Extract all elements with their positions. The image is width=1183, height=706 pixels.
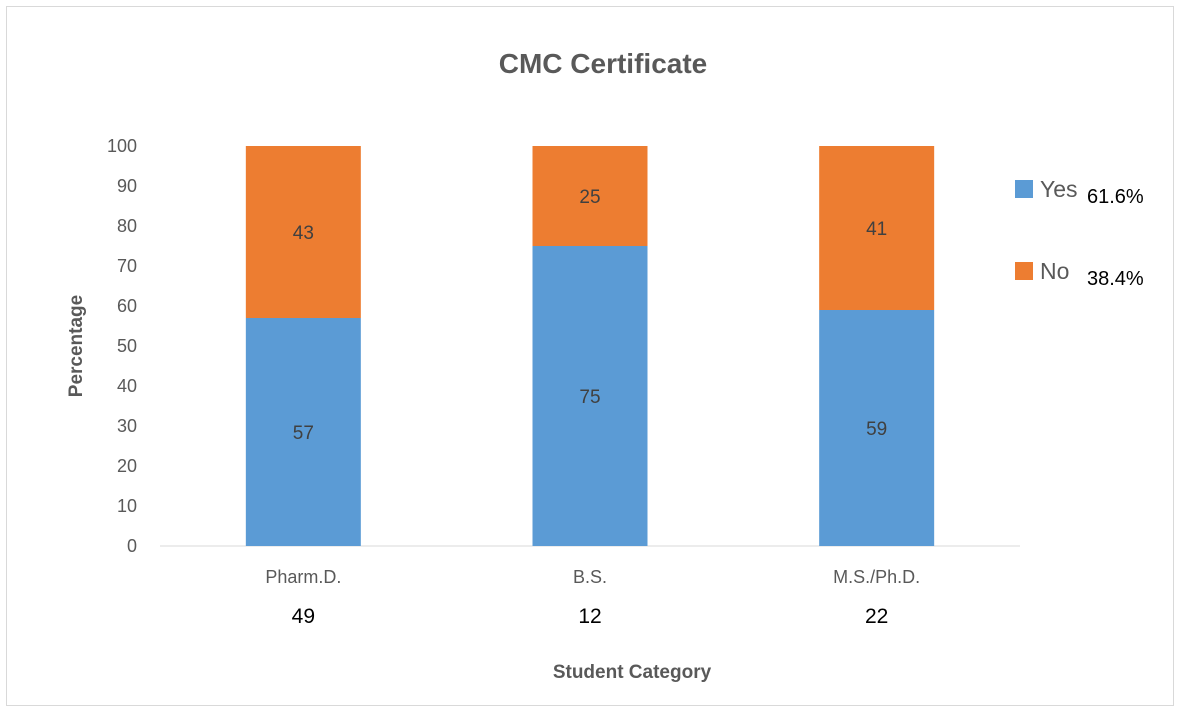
y-tick-label: 80 [117, 216, 137, 236]
bar-segment-yes [532, 246, 648, 546]
chart-title: CMC Certificate [499, 48, 707, 79]
bar-segment-no [532, 146, 648, 246]
bar-series-group: 57 43 75 25 59 41 [245, 146, 935, 546]
y-axis-ticks: 0 10 20 30 40 50 60 70 80 90 100 [107, 136, 137, 556]
legend-value: 61.6% [1087, 186, 1144, 208]
category-count-label: 22 [865, 605, 888, 628]
y-tick-label: 50 [117, 336, 137, 356]
data-label: 75 [579, 387, 600, 408]
x-tick-label: B.S. [573, 567, 607, 587]
y-tick-label: 20 [117, 456, 137, 476]
y-tick-label: 60 [117, 296, 137, 316]
y-tick-label: 40 [117, 376, 137, 396]
x-tick-label: Pharm.D. [265, 567, 341, 587]
legend: Yes 61.6% No 38.4% [1015, 176, 1144, 290]
bar-segment-yes [819, 310, 935, 546]
y-tick-label: 10 [117, 496, 137, 516]
y-tick-label: 100 [107, 136, 137, 156]
bar-segment-no [819, 146, 935, 310]
bar-segment-no [245, 146, 361, 318]
y-tick-label: 70 [117, 256, 137, 276]
data-label: 41 [866, 219, 887, 240]
chart-container: CMC Certificate Percentage Student Categ… [6, 6, 1174, 706]
bar-segment-yes [245, 318, 361, 546]
legend-label: Yes [1040, 176, 1078, 202]
x-axis-tick-labels: Pharm.D. 49 B.S. 12 M.S./Ph.D. 22 [265, 567, 920, 628]
category-count-label: 49 [292, 605, 315, 628]
legend-swatch-yes [1015, 180, 1033, 198]
stacked-bar-chart: CMC Certificate Percentage Student Categ… [66, 48, 1144, 683]
y-tick-label: 90 [117, 176, 137, 196]
data-label: 59 [866, 419, 887, 440]
y-tick-label: 0 [127, 536, 137, 556]
data-label: 57 [293, 423, 314, 444]
x-axis-label: Student Category [553, 662, 712, 683]
category-count-label: 12 [578, 605, 601, 628]
y-tick-label: 30 [117, 416, 137, 436]
legend-value: 38.4% [1087, 268, 1144, 290]
y-axis-label: Percentage [66, 295, 87, 397]
legend-label: No [1040, 258, 1069, 284]
legend-swatch-no [1015, 262, 1033, 280]
data-label: 43 [293, 223, 314, 244]
x-tick-label: M.S./Ph.D. [833, 567, 920, 587]
data-label: 25 [579, 187, 600, 208]
